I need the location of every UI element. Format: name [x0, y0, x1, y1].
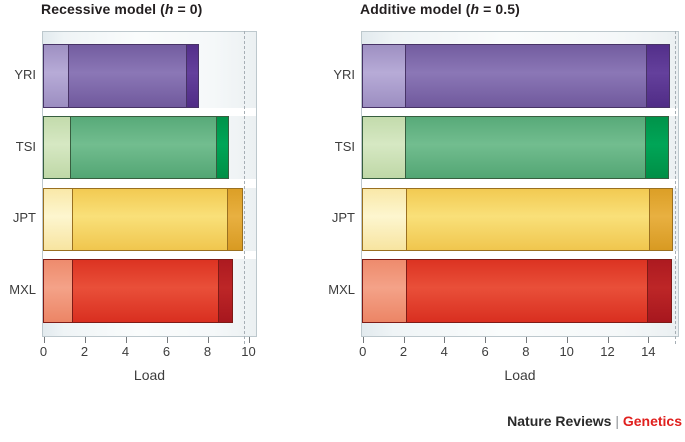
yri-light-start-segment [362, 44, 406, 108]
mxl-light-start-segment [43, 259, 74, 323]
row-gap [362, 251, 678, 260]
tsi-stacked-bar [362, 115, 669, 180]
x-tick-label: 14 [641, 344, 656, 359]
x-tick [485, 337, 487, 343]
tsi-main-segment [404, 115, 647, 180]
x-axis-label: Load [504, 367, 536, 383]
title-italic-h: h [164, 1, 174, 17]
category-label-mxl: MXL [9, 282, 36, 298]
x-tick-label: 10 [559, 344, 574, 359]
x-tick-label: 6 [162, 344, 171, 359]
x-tick [525, 337, 527, 343]
mxl-dark-end-segment [647, 259, 672, 323]
category-label-jpt: JPT [331, 210, 355, 226]
jpt-dark-end-segment [649, 187, 673, 252]
journal-credit: Nature Reviews | Genetics [507, 413, 682, 429]
x-tick-label: 10 [241, 344, 256, 359]
dashed-reference-line [244, 31, 246, 344]
tsi-main-segment [70, 115, 217, 180]
mxl-stacked-bar [43, 259, 234, 323]
recessive-chart-title: Recessive model (h = 0) [41, 1, 202, 17]
x-tick [403, 337, 405, 343]
jpt-main-segment [72, 187, 228, 252]
row-gap [43, 107, 256, 116]
yri-light-start-segment [43, 44, 70, 108]
x-tick [248, 337, 250, 343]
journal-separator: | [611, 413, 623, 429]
x-tick-label: 12 [600, 344, 615, 359]
mxl-light-start-segment [362, 259, 407, 323]
x-tick-label: 2 [80, 344, 89, 359]
mxl-stacked-bar [362, 259, 672, 323]
category-label-yri: YRI [333, 66, 355, 82]
row-gap [43, 179, 256, 188]
row-gap [362, 107, 678, 116]
category-label-yri: YRI [14, 66, 36, 82]
x-tick [607, 337, 609, 343]
yri-dark-end-segment [646, 44, 670, 108]
x-tick-label: 6 [481, 344, 489, 359]
x-tick [648, 337, 650, 343]
title-text: Additive model ( [360, 1, 471, 17]
yri-dark-end-segment [185, 44, 200, 108]
category-label-mxl: MXL [328, 282, 355, 298]
x-axis-label: Load [133, 367, 166, 383]
tsi-dark-end-segment [645, 115, 669, 180]
x-tick-label: 8 [522, 344, 530, 359]
x-tick-label: 2 [399, 344, 408, 359]
jpt-light-start-segment [362, 187, 407, 252]
row-gap [43, 251, 256, 260]
x-tick-label: 0 [359, 344, 367, 359]
mxl-main-segment [72, 259, 219, 323]
x-tick [207, 337, 209, 343]
yri-main-segment [68, 44, 187, 108]
x-tick [84, 337, 86, 343]
row-gap [362, 179, 678, 188]
x-tick [362, 337, 364, 343]
title-text: = 0) [173, 1, 203, 17]
yri-main-segment [404, 44, 648, 108]
jpt-main-segment [405, 187, 651, 252]
yri-stacked-bar [43, 44, 200, 108]
title-text: = 0.5) [479, 1, 520, 17]
jpt-light-start-segment [43, 187, 74, 252]
title-italic-h: h [470, 1, 480, 17]
tsi-light-start-segment [43, 115, 72, 180]
dashed-reference-line [674, 31, 676, 344]
jpt-dark-end-segment [226, 187, 244, 252]
x-tick-label: 8 [203, 344, 212, 359]
tsi-dark-end-segment [215, 115, 230, 180]
category-label-tsi: TSI [15, 138, 36, 154]
x-tick-label: 4 [121, 344, 130, 359]
tsi-light-start-segment [362, 115, 406, 180]
additive-chart-title: Additive model (h = 0.5) [360, 1, 520, 17]
mxl-dark-end-segment [217, 259, 234, 323]
yri-stacked-bar [362, 44, 670, 108]
x-tick [166, 337, 168, 343]
jpt-stacked-bar [362, 187, 673, 252]
journal-name: Genetics [622, 413, 682, 429]
plot-area [42, 31, 257, 337]
tsi-stacked-bar [43, 115, 230, 180]
plot-area [361, 31, 679, 337]
x-tick [444, 337, 446, 343]
x-tick [43, 337, 45, 343]
jpt-stacked-bar [43, 187, 244, 252]
category-label-jpt: JPT [12, 210, 36, 226]
journal-brand: Nature Reviews [507, 413, 612, 429]
x-tick-label: 4 [440, 344, 448, 359]
mxl-main-segment [405, 259, 649, 323]
title-text: Recessive model ( [41, 1, 165, 17]
category-label-tsi: TSI [334, 138, 355, 154]
x-tick [566, 337, 568, 343]
x-tick-label: 0 [39, 344, 48, 359]
x-tick [125, 337, 127, 343]
